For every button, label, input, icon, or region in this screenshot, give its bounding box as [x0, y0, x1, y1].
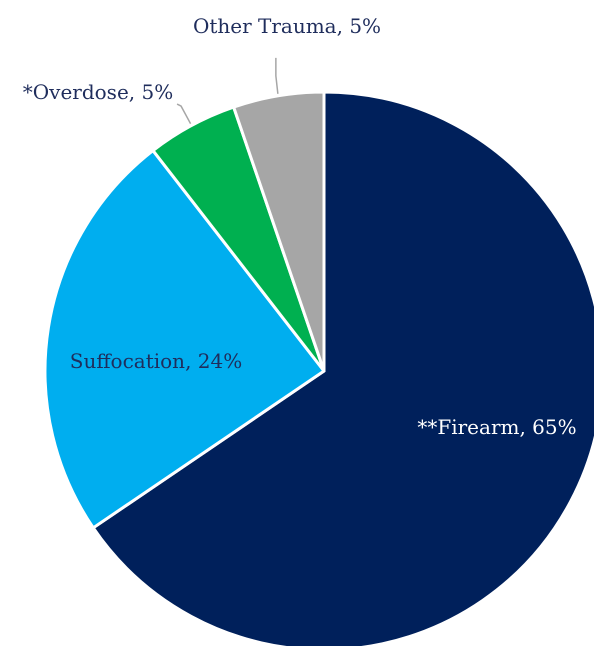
leader-line-overdose — [176, 103, 192, 125]
slice-label-firearm: **Firearm, 65% — [417, 415, 576, 439]
pie-slices — [43, 90, 594, 646]
pie-slice-other-trauma — [232, 90, 326, 373]
pie-slice-firearm — [91, 90, 594, 646]
leader-line-other-trauma — [275, 57, 279, 94]
leader-lines — [176, 57, 279, 125]
slice-label-other-trauma: Other Trauma, 5% — [193, 14, 381, 38]
slice-label-suffocation: Suffocation, 24% — [70, 349, 242, 373]
pie-slice-suffocation — [43, 149, 326, 530]
slice-label-overdose: *Overdose, 5% — [23, 80, 173, 104]
